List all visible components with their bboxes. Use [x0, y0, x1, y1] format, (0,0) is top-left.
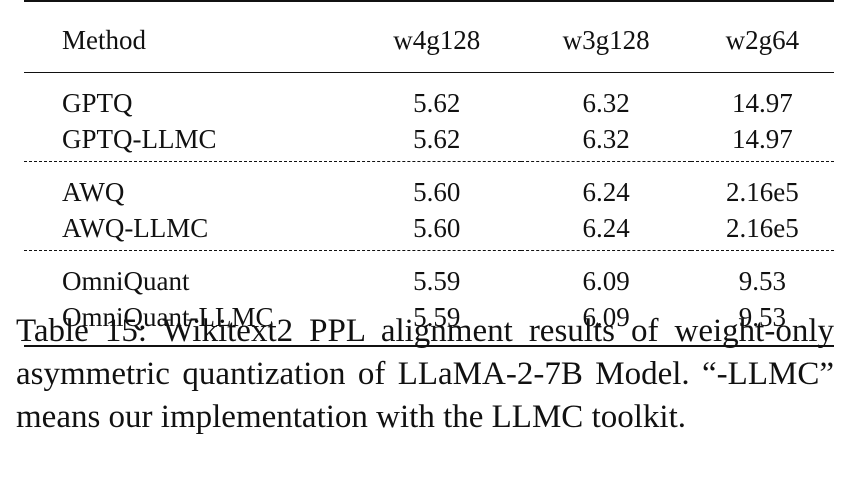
- header-method: Method: [24, 1, 352, 73]
- cell-w3g128: 6.32: [582, 87, 630, 118]
- results-table: Method w4g128 w3g128 w2g64 GPTQ 5.62 6.3…: [24, 0, 834, 347]
- cell-method: GPTQ-LLMC: [24, 121, 352, 162]
- cell-w2g64: 9.53: [690, 299, 834, 347]
- cell-w3g128: 6.24: [582, 176, 630, 207]
- table-row: OmniQuant 5.59 6.09 9.53: [24, 251, 834, 300]
- table-row: AWQ-LLMC 5.60 6.24 2.16e5: [24, 210, 834, 251]
- caption-label: Table 15:: [16, 313, 148, 349]
- caption-text: Wikitext2 PPL alignment results of weigh…: [16, 313, 835, 435]
- table-row: GPTQ-LLMC 5.62 6.32 14.97: [24, 121, 834, 162]
- cell-w2g64: 9.53: [738, 265, 787, 296]
- header-w2g64: w2g64: [690, 1, 834, 73]
- table-row: GPTQ 5.62 6.32 14.97: [24, 73, 834, 122]
- cell-method: OmniQuant: [62, 265, 190, 296]
- cell-w2g64: 2.16e5: [690, 210, 834, 251]
- table-row: AWQ 5.60 6.24 2.16e5: [24, 162, 834, 211]
- group-omniquant: OmniQuant 5.59 6.09 9.53 OmniQuant-LLMC …: [24, 251, 834, 347]
- cell-w3g128: 6.09: [521, 299, 691, 347]
- table-header: Method w4g128 w3g128 w2g64: [24, 1, 834, 73]
- cell-w2g64: 14.97: [690, 121, 834, 162]
- cell-method: OmniQuant-LLMC: [24, 299, 352, 347]
- table-row: OmniQuant-LLMC 5.59 6.09 9.53: [24, 299, 834, 347]
- cell-method: AWQ: [62, 176, 125, 207]
- cell-w2g64: 14.97: [732, 87, 793, 118]
- cell-w4g128: 5.62: [413, 87, 461, 118]
- cell-w4g128: 5.59: [352, 299, 522, 347]
- cell-method: GPTQ: [62, 87, 133, 118]
- cell-w4g128: 5.62: [352, 121, 522, 162]
- table-caption: Table 15: Wikitext2 PPL alignment result…: [16, 310, 834, 439]
- cell-w3g128: 6.09: [582, 265, 630, 296]
- results-table-container: Method w4g128 w3g128 w2g64 GPTQ 5.62 6.3…: [24, 0, 834, 347]
- cell-w4g128: 5.60: [352, 210, 522, 251]
- cell-w3g128: 6.24: [521, 210, 691, 251]
- group-awq: AWQ 5.60 6.24 2.16e5 AWQ-LLMC 5.60 6.24 …: [24, 162, 834, 251]
- cell-w4g128: 5.60: [413, 176, 461, 207]
- header-w3g128: w3g128: [521, 1, 691, 73]
- cell-method: AWQ-LLMC: [24, 210, 352, 251]
- cell-w4g128: 5.59: [413, 265, 461, 296]
- header-w4g128: w4g128: [352, 1, 522, 73]
- cell-w2g64: 2.16e5: [726, 176, 799, 207]
- cell-w3g128: 6.32: [521, 121, 691, 162]
- header-row: Method w4g128 w3g128 w2g64: [24, 1, 834, 73]
- group-gptq: GPTQ 5.62 6.32 14.97 GPTQ-LLMC 5.62 6.32…: [24, 73, 834, 162]
